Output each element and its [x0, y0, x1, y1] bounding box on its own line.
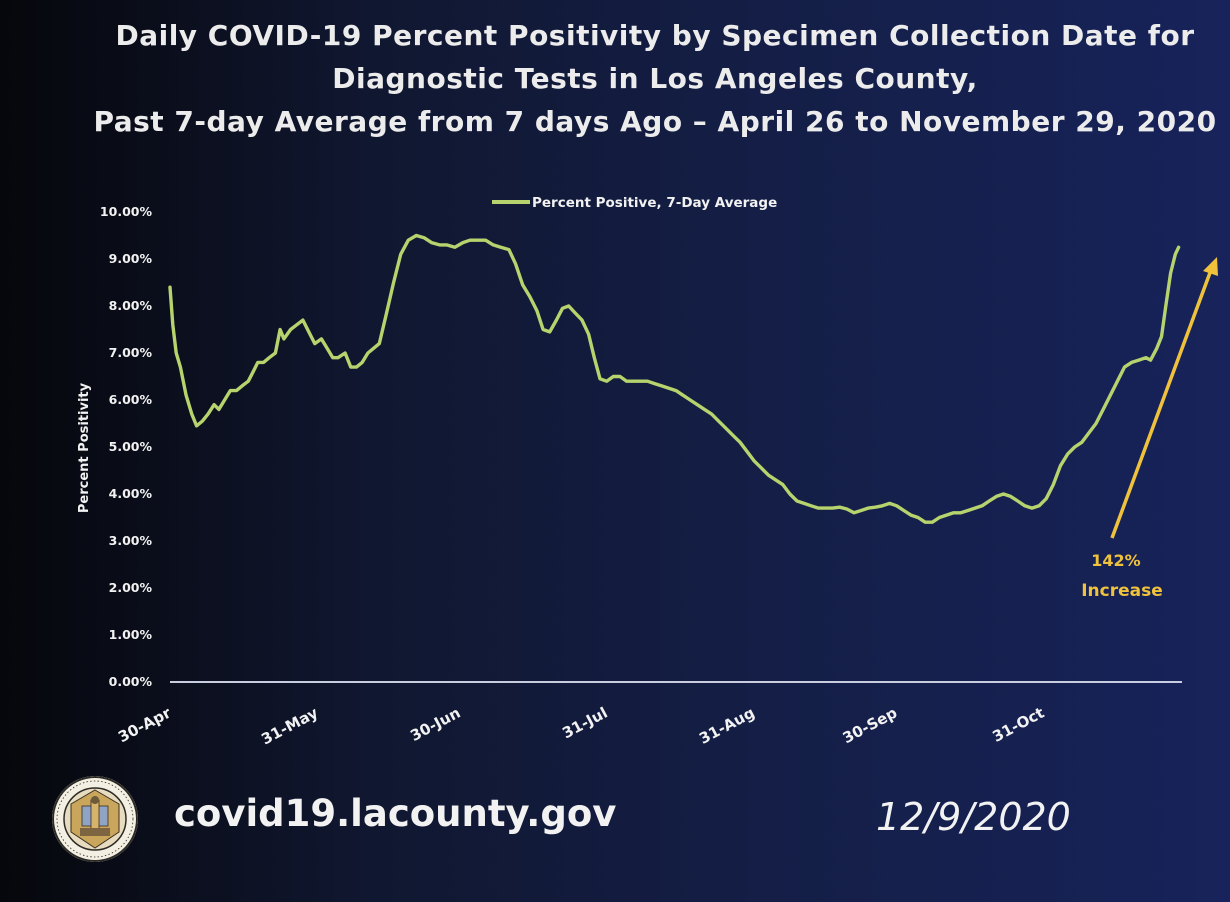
- increase-arrow-head: [1203, 257, 1218, 276]
- x-tick-label: 30-Apr: [115, 703, 174, 746]
- y-tick-label: 2.00%: [109, 580, 153, 595]
- x-tick-label: 31-Jul: [559, 704, 610, 743]
- y-tick-label: 5.00%: [109, 439, 153, 454]
- y-tick-label: 9.00%: [109, 251, 153, 266]
- y-tick-label: 10.00%: [100, 204, 153, 219]
- x-tick-label: 30-Jun: [407, 704, 463, 745]
- y-tick-label: 1.00%: [109, 627, 153, 642]
- la-county-seal-logo: [52, 776, 138, 862]
- footer-url: covid19.lacounty.gov: [174, 792, 617, 835]
- x-tick-label: 31-Aug: [696, 704, 758, 748]
- seal-icon: [52, 776, 138, 862]
- annotation-percent: 142%: [1091, 551, 1140, 570]
- y-axis-label: Percent Positivity: [77, 382, 92, 513]
- annotation-label: Increase: [1081, 581, 1163, 601]
- increase-arrow-shaft: [1110, 269, 1213, 539]
- x-tick-label: 31-May: [258, 704, 321, 749]
- y-tick-label: 7.00%: [109, 345, 153, 360]
- legend-label: Percent Positive, 7-Day Average: [532, 195, 777, 211]
- y-tick-label: 3.00%: [109, 533, 153, 548]
- y-tick-label: 4.00%: [109, 486, 153, 501]
- chart-title: Daily COVID-19 Percent Positivity by Spe…: [60, 14, 1230, 143]
- y-tick-label: 6.00%: [109, 392, 153, 407]
- x-tick-label: 30-Sep: [840, 704, 901, 748]
- title-line-2: Diagnostic Tests in Los Angeles County,: [332, 62, 978, 95]
- x-tick-label: 31-Oct: [989, 704, 1047, 746]
- y-tick-label: 8.00%: [109, 298, 153, 313]
- y-tick-label: 0.00%: [109, 674, 153, 689]
- footer-date: 12/9/2020: [876, 795, 1071, 839]
- title-line-3: Past 7-day Average from 7 days Ago – Apr…: [93, 105, 1217, 138]
- title-line-1: Daily COVID-19 Percent Positivity by Spe…: [115, 19, 1195, 52]
- percent-positive-series-line: [168, 233, 1181, 524]
